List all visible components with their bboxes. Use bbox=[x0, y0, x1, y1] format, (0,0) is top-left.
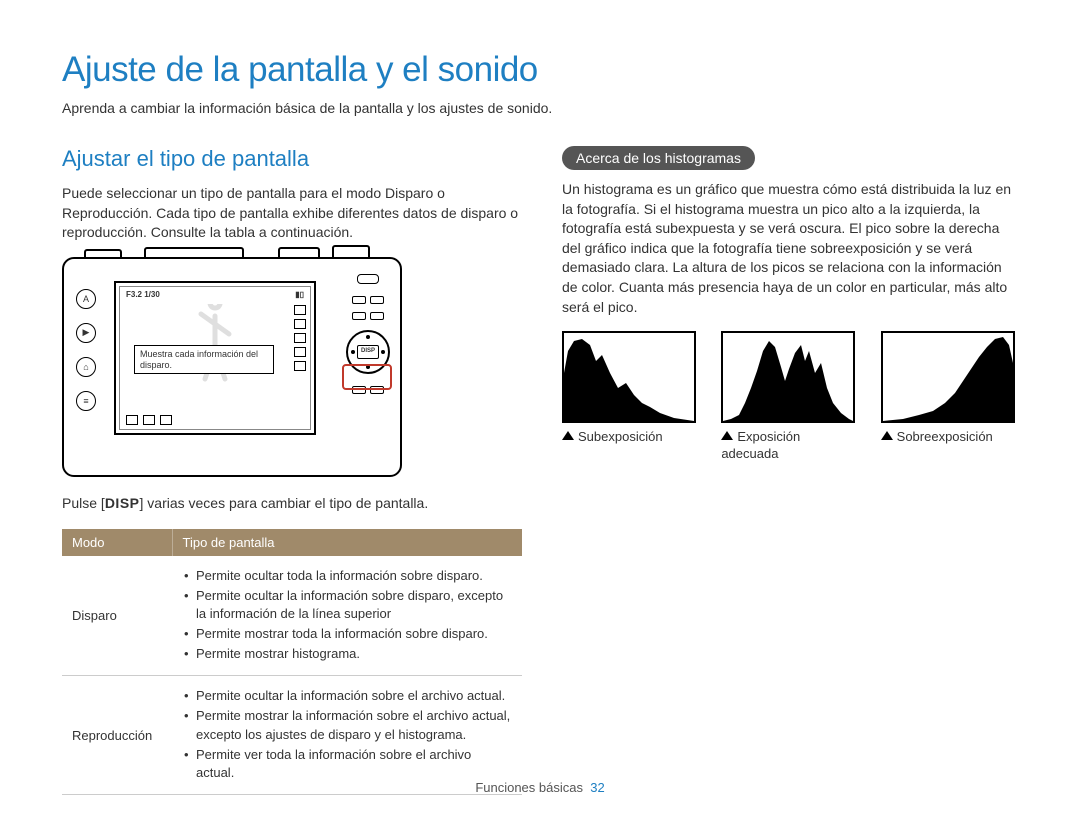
table-cell-mode: Disparo bbox=[62, 556, 172, 676]
histogram-underexposed bbox=[562, 331, 696, 423]
histogram-label: Sobreexposición bbox=[881, 429, 1018, 446]
table-cell-items: Permite ocultar la información sobre el … bbox=[182, 687, 512, 783]
histogram-overexposed bbox=[881, 331, 1015, 423]
screen-right-icons bbox=[294, 305, 306, 371]
section-title-left: Ajustar el tipo de pantalla bbox=[62, 146, 522, 172]
table-header-type: Tipo de pantalla bbox=[172, 529, 522, 556]
triangle-icon bbox=[562, 431, 574, 440]
camera-left-buttons: A▶⌂≡ bbox=[76, 289, 96, 411]
histogram-correct bbox=[721, 331, 855, 423]
page-footer: Funciones básicas 32 bbox=[0, 780, 1080, 795]
histogram-body-text: Un histograma es un gráfico que muestra … bbox=[562, 180, 1018, 317]
screen-battery-icon: ▮▯ bbox=[295, 290, 304, 299]
page-title: Ajuste de la pantalla y el sonido bbox=[62, 50, 1018, 90]
pulse-instruction: Pulse [DISP] varias veces para cambiar e… bbox=[62, 495, 522, 511]
histogram-label: Exposición adecuada bbox=[721, 429, 858, 463]
disp-button-label: DISP bbox=[357, 345, 379, 359]
triangle-icon bbox=[721, 431, 733, 440]
camera-right-controls: DISP bbox=[346, 274, 390, 394]
page-subtitle: Aprenda a cambiar la información básica … bbox=[62, 100, 1018, 116]
histogram-row: Subexposición Exposición adecuada Sobree… bbox=[562, 331, 1018, 463]
camera-screen: F3.2 1/30 ▮▯ Muestra cada información de… bbox=[114, 281, 316, 435]
table-row: Disparo Permite ocultar toda la informac… bbox=[62, 556, 522, 676]
table-header-mode: Modo bbox=[62, 529, 172, 556]
screen-tooltip: Muestra cada información del disparo. bbox=[134, 345, 274, 375]
histogram-label: Subexposición bbox=[562, 429, 699, 446]
table-row: Reproducción Permite ocultar la informac… bbox=[62, 676, 522, 795]
intro-text: Puede seleccionar un tipo de pantalla pa… bbox=[62, 184, 522, 243]
triangle-icon bbox=[881, 431, 893, 440]
display-type-table: Modo Tipo de pantalla Disparo Permite oc… bbox=[62, 529, 522, 795]
camera-dial: DISP bbox=[346, 330, 390, 374]
disp-keyword: DISP bbox=[105, 495, 140, 511]
histogram-heading-pill: Acerca de los histogramas bbox=[562, 146, 755, 170]
footer-section: Funciones básicas bbox=[475, 780, 583, 795]
screen-bottom-icons bbox=[126, 415, 172, 425]
screen-exposure-info: F3.2 1/30 bbox=[126, 290, 160, 299]
table-cell-items: Permite ocultar toda la información sobr… bbox=[182, 567, 512, 664]
camera-illustration: A▶⌂≡ F3.2 1/30 ▮▯ Muestra cada informaci… bbox=[62, 257, 402, 477]
table-cell-mode: Reproducción bbox=[62, 676, 172, 795]
footer-page-number: 32 bbox=[590, 780, 604, 795]
